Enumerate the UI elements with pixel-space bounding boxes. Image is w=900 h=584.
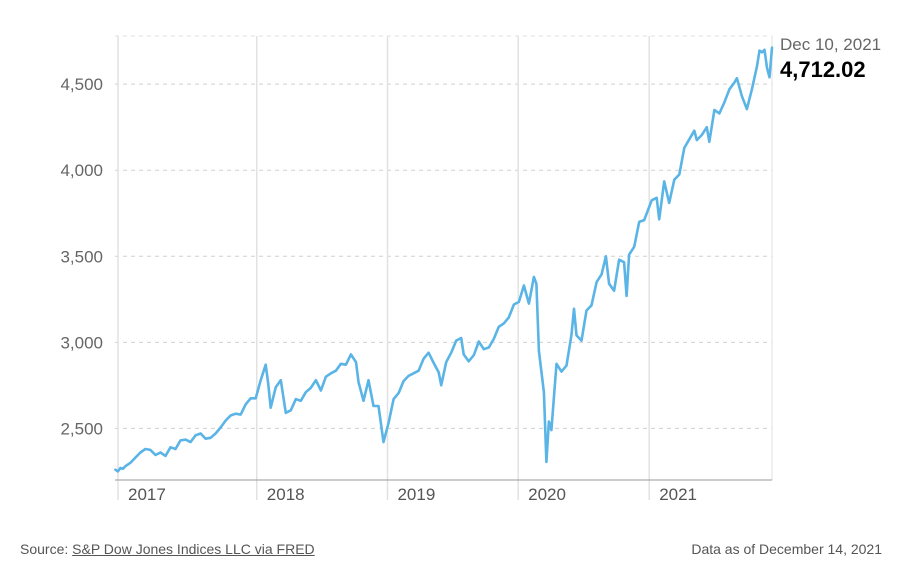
y-tick-label: 4,000 (60, 161, 103, 180)
x-tick-label: 2019 (397, 485, 435, 504)
x-axis-tick-labels: 2017 2018 2019 2020 2021 (128, 485, 697, 504)
x-tick-label: 2018 (267, 485, 305, 504)
data-as-of-note: Data as of December 14, 2021 (691, 541, 882, 557)
y-tick-label: 4,500 (60, 75, 103, 94)
y-tick-label: 2,500 (60, 419, 103, 438)
last-value-label: 4,712.02 (780, 57, 866, 82)
y-tick-label: 3,500 (60, 247, 103, 266)
vertical-gridlines (117, 36, 773, 500)
horizontal-gridlines (115, 35, 772, 429)
last-value-date-label: Dec 10, 2021 (780, 35, 881, 54)
series-line (114, 46, 774, 473)
source-link[interactable]: S&P Dow Jones Indices LLC via FRED (72, 541, 315, 557)
y-axis-tick-labels: 2,500 3,000 3,500 4,000 4,500 (60, 75, 103, 438)
chart-footer: Source: S&P Dow Jones Indices LLC via FR… (20, 541, 882, 557)
source-prefix: Source: (20, 541, 73, 557)
x-tick-label: 2017 (128, 485, 166, 504)
x-tick-label: 2021 (659, 485, 697, 504)
source-note: Source: S&P Dow Jones Indices LLC via FR… (20, 541, 315, 557)
y-tick-label: 3,000 (60, 333, 103, 352)
x-tick-label: 2020 (528, 485, 566, 504)
